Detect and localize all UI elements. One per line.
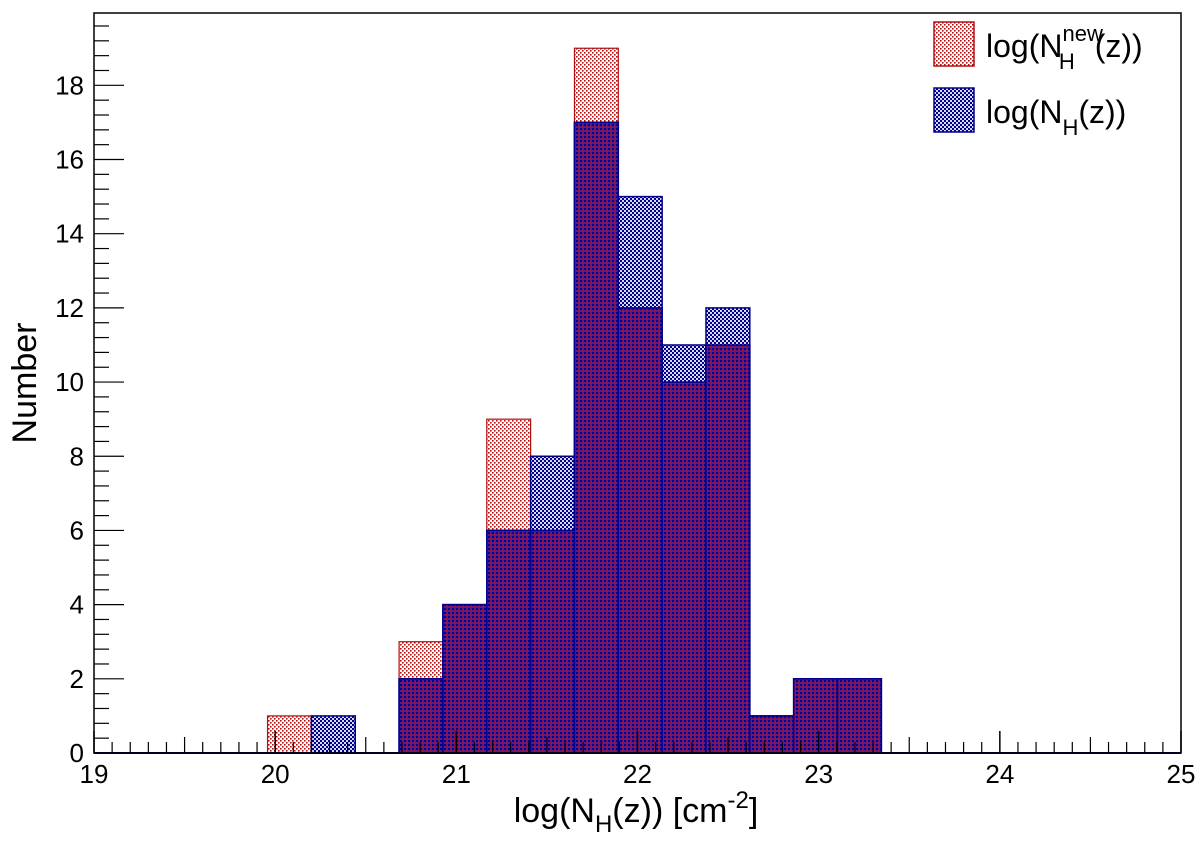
y-tick-label: 18 bbox=[55, 70, 84, 100]
legend-label-new: log(Nnew H (z)) bbox=[986, 21, 1143, 74]
legend-swatch-new bbox=[933, 21, 975, 67]
y-tick-label: 0 bbox=[70, 738, 84, 768]
y-tick-label: 6 bbox=[70, 515, 84, 545]
bar-overlap bbox=[661, 381, 707, 754]
bar-nh bbox=[310, 715, 356, 754]
bar-overlap bbox=[792, 678, 839, 754]
overlap-bars bbox=[94, 121, 1181, 754]
y-tick-label: 4 bbox=[70, 590, 84, 620]
x-tick-label: 25 bbox=[1167, 759, 1196, 789]
legend: log(Nnew H (z)) log(NH(z)) bbox=[933, 21, 1143, 140]
x-axis-label-sub: H bbox=[595, 811, 612, 838]
y-axis-ticks: 0 2 4 6 8 10 12 14 16 18 bbox=[55, 25, 124, 768]
y-tick-label: 16 bbox=[55, 145, 84, 175]
y-tick-label: 10 bbox=[55, 367, 84, 397]
x-tick-label: 20 bbox=[261, 759, 290, 789]
bar-overlap bbox=[529, 529, 576, 754]
x-axis-label-main: log(N bbox=[514, 792, 595, 830]
x-axis-label: log(NH(z)) [cm-2] bbox=[514, 787, 759, 838]
legend-swatch-nh bbox=[933, 87, 975, 133]
x-axis-label-mid: (z)) [cm bbox=[612, 792, 727, 830]
x-tick-label: 19 bbox=[80, 759, 109, 789]
bar-overlap bbox=[573, 121, 620, 754]
y-tick-label: 2 bbox=[70, 664, 84, 694]
y-tick-label: 12 bbox=[55, 293, 84, 323]
x-tick-label: 22 bbox=[623, 759, 652, 789]
bar-overlap bbox=[617, 307, 663, 754]
bar-overlap bbox=[442, 603, 488, 754]
bar-overlap bbox=[486, 529, 532, 754]
bar-overlap bbox=[705, 344, 751, 754]
x-tick-label: 24 bbox=[985, 759, 1014, 789]
bar-new bbox=[266, 715, 313, 754]
bar-overlap bbox=[749, 715, 795, 754]
x-tick-label: 21 bbox=[442, 759, 471, 789]
bar-overlap bbox=[398, 678, 444, 754]
x-tick-label: 23 bbox=[804, 759, 833, 789]
y-tick-label: 8 bbox=[70, 441, 84, 471]
y-tick-label: 14 bbox=[55, 219, 84, 249]
x-axis-label-sup: -2 bbox=[727, 787, 748, 814]
x-axis-label-end: ] bbox=[749, 792, 758, 830]
bar-overlap bbox=[836, 678, 883, 754]
legend-label-nh: log(NH(z)) bbox=[986, 94, 1126, 140]
y-axis-label: Number bbox=[6, 323, 44, 444]
x-axis-ticks: 19 20 21 22 23 24 25 bbox=[80, 731, 1196, 789]
